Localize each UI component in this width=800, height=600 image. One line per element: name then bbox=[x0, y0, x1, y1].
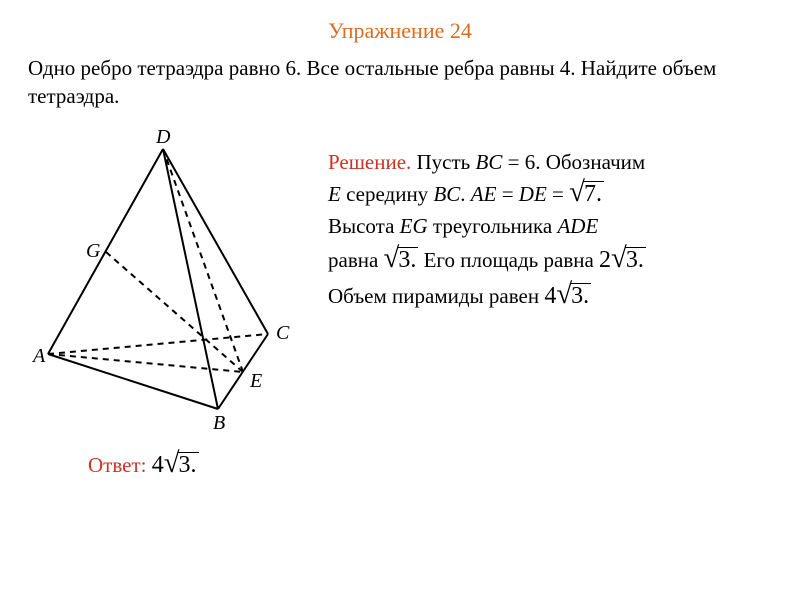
sqrt-3b: √3. bbox=[611, 244, 646, 273]
sol-t6: = bbox=[547, 182, 569, 206]
sol-bc2: BC bbox=[433, 182, 460, 206]
sol-t10: Его площадь равна bbox=[424, 248, 599, 272]
answer-sqrt-val: 3. bbox=[178, 452, 199, 477]
sol-t1: Пусть bbox=[417, 150, 476, 174]
sol-t9: равна bbox=[328, 248, 384, 272]
tetrahedron-diagram: A B C D E G bbox=[28, 129, 318, 439]
exercise-title: Упражнение 24 bbox=[28, 18, 772, 44]
sqrt-3a: √3. bbox=[384, 244, 419, 273]
answer-label: Ответ: bbox=[88, 453, 146, 477]
sqrt-7: √7. bbox=[569, 178, 604, 207]
content-row: ABCDEG Решение. Пусть BC = 6. Обозначим … bbox=[28, 129, 772, 439]
sol-t5: = bbox=[496, 182, 518, 206]
solution-column: Решение. Пусть BC = 6. Обозначим E серед… bbox=[328, 129, 772, 315]
sqrt-3c: √3. bbox=[556, 280, 591, 309]
sol-t4: . bbox=[460, 182, 471, 206]
solution-label: Решение. bbox=[328, 150, 411, 174]
sol-eg: EG bbox=[400, 214, 428, 238]
sol-t11: Объем пирамиды равен bbox=[328, 284, 544, 308]
answer-coef: 4 bbox=[152, 452, 164, 478]
sqrt7-val: 7. bbox=[583, 181, 604, 206]
answer-row: Ответ: 4√3. bbox=[88, 449, 772, 479]
title-text: Упражнение 24 bbox=[328, 18, 472, 43]
problem-text: Одно ребро тетраэдра равно 6. Все осталь… bbox=[28, 54, 772, 111]
svg-text:A: A bbox=[31, 345, 46, 367]
svg-text:C: C bbox=[276, 322, 290, 344]
sol-ade: ADE bbox=[557, 214, 598, 238]
sol-t2: = 6. Обозначим bbox=[502, 150, 645, 174]
coef4: 4 bbox=[544, 283, 556, 309]
sol-t3: середину bbox=[341, 182, 434, 206]
svg-text:E: E bbox=[249, 370, 262, 392]
sqrt3c-val: 3. bbox=[570, 283, 591, 308]
sqrt3a-val: 3. bbox=[397, 247, 418, 272]
svg-text:G: G bbox=[86, 240, 101, 262]
svg-text:D: D bbox=[155, 129, 171, 148]
sol-e: E bbox=[328, 182, 341, 206]
sol-de: DE bbox=[519, 182, 547, 206]
sol-ae: AE bbox=[471, 182, 497, 206]
sol-t8: треугольника bbox=[428, 214, 558, 238]
coef2: 2 bbox=[599, 247, 611, 273]
answer-sqrt: √3. bbox=[164, 449, 199, 478]
sqrt3b-val: 3. bbox=[625, 247, 646, 272]
diagram-column: A B C D E G bbox=[28, 129, 328, 439]
sol-bc: BC bbox=[476, 150, 503, 174]
svg-text:B: B bbox=[213, 412, 225, 434]
sol-t7: Высота bbox=[328, 214, 400, 238]
